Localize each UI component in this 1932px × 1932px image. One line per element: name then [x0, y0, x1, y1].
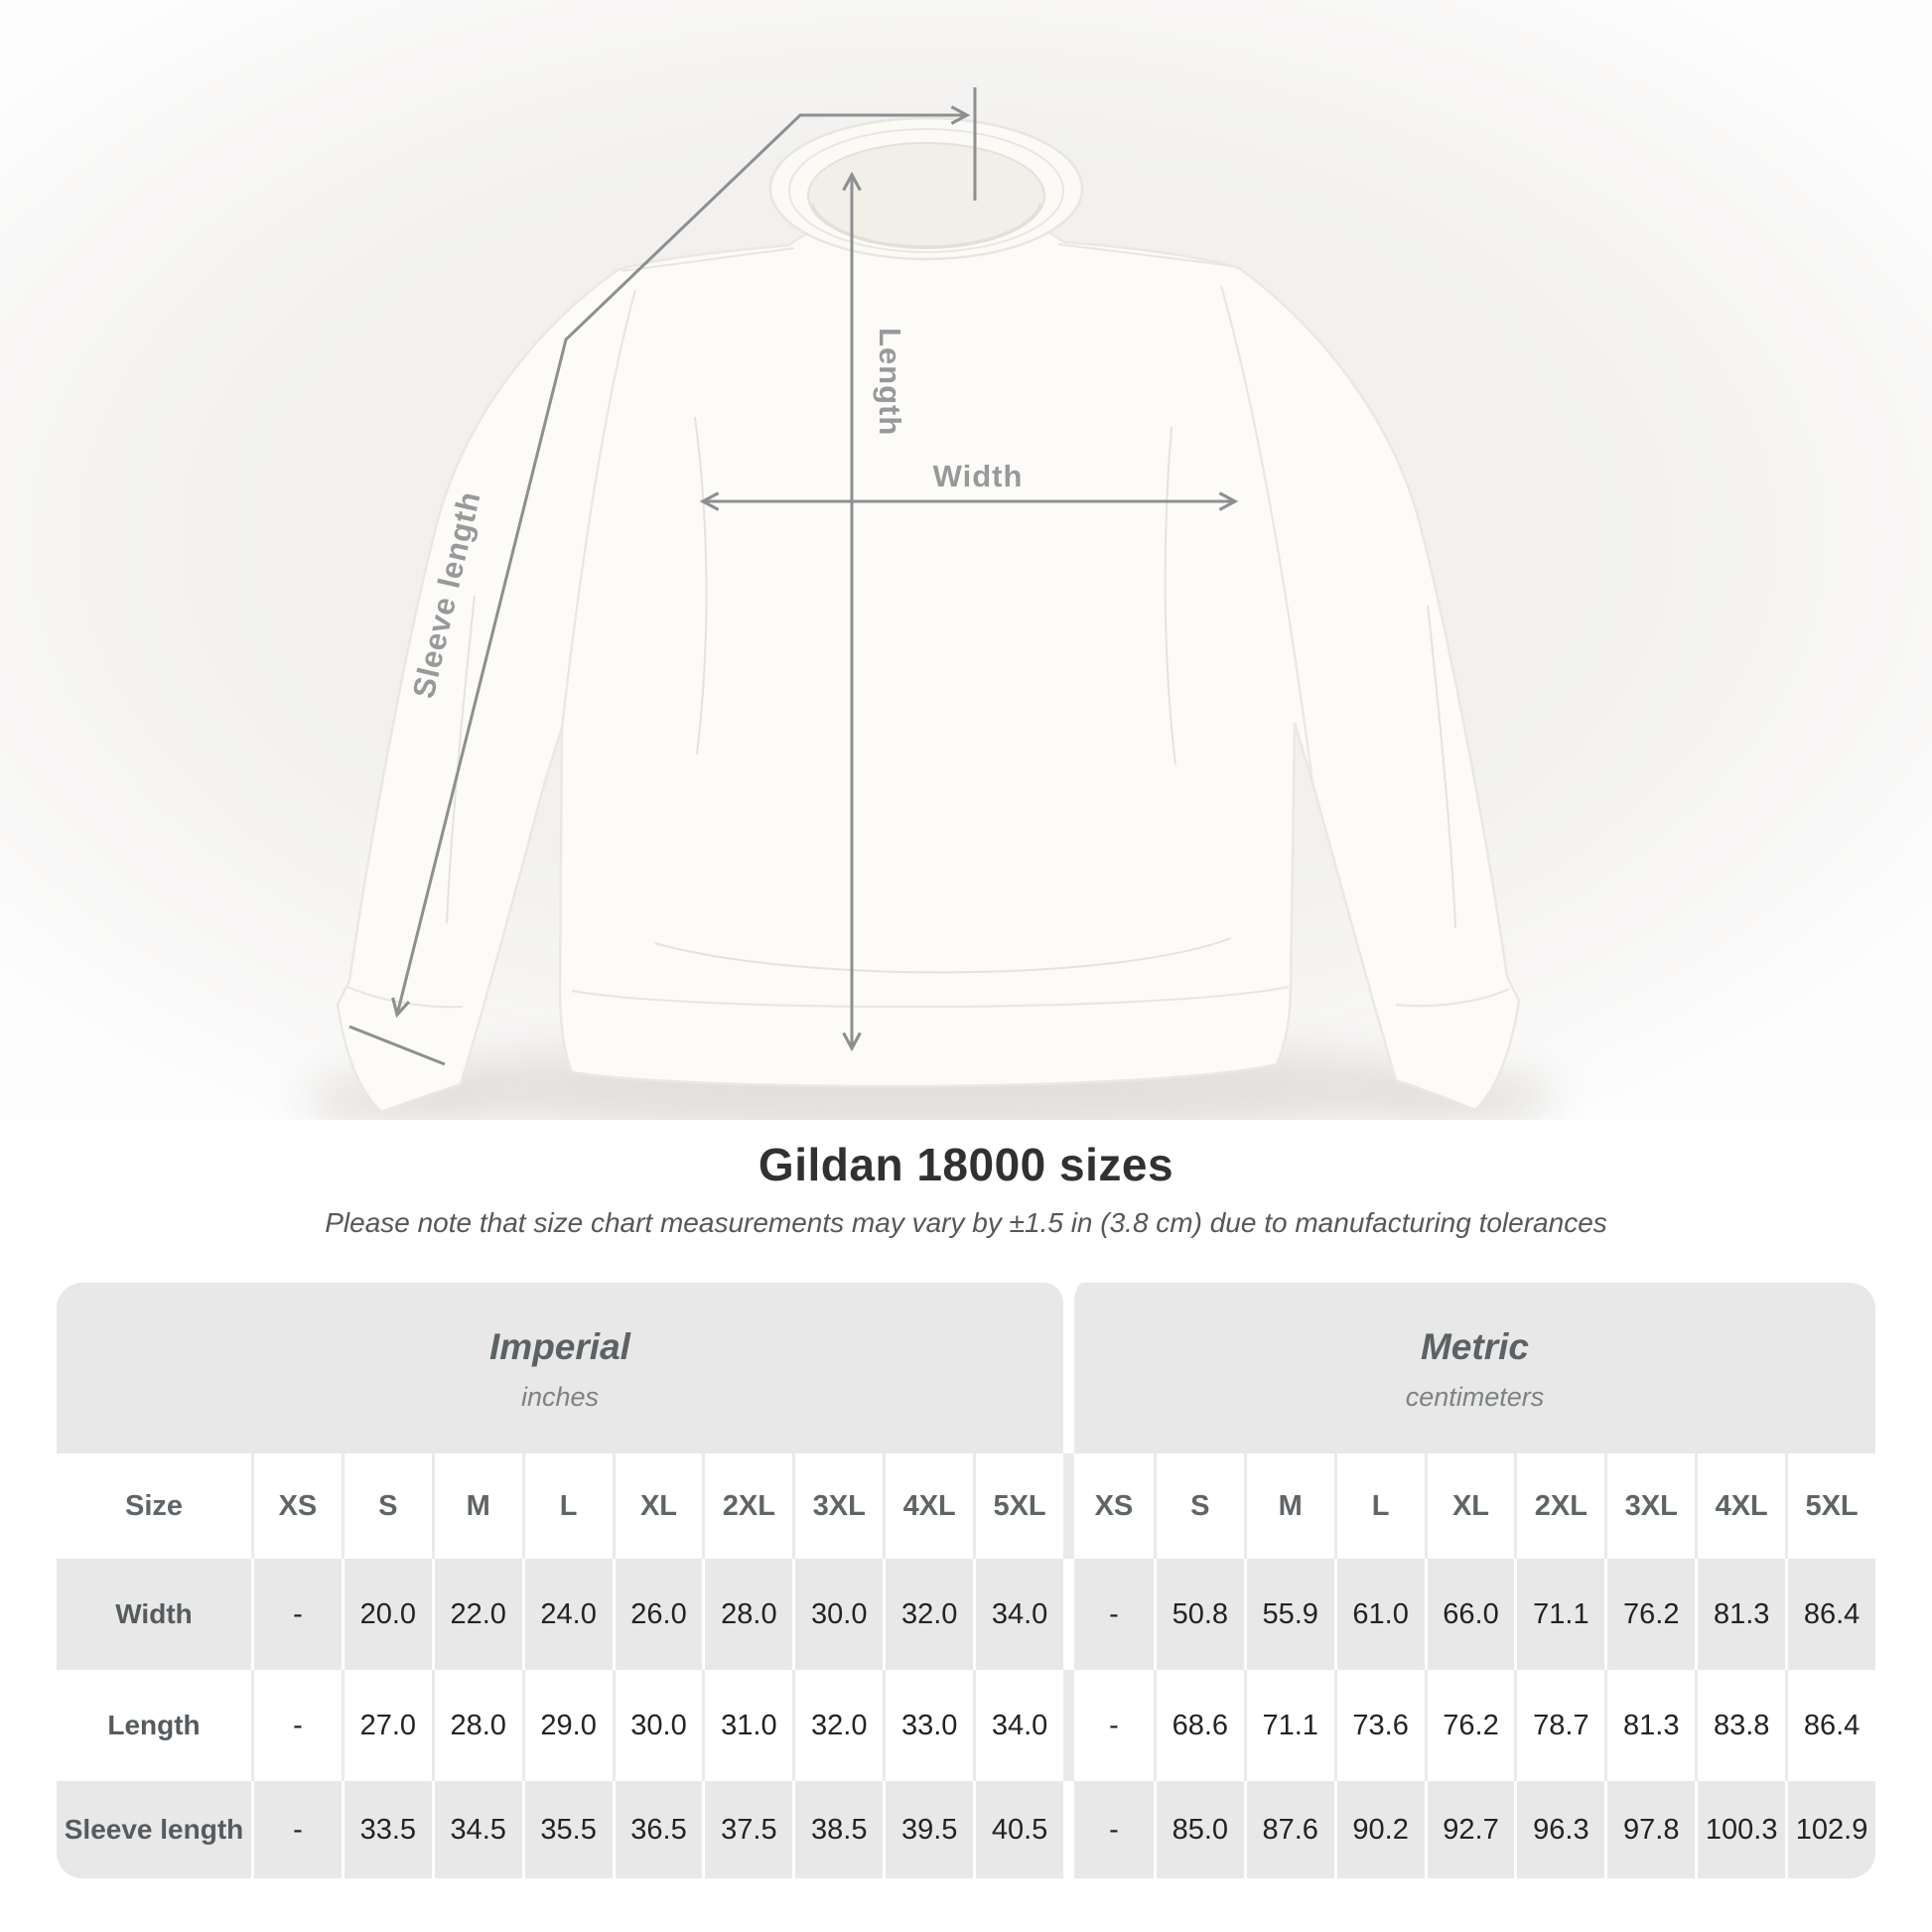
size-col-imperial: 2XL: [702, 1453, 793, 1559]
row-label-sleeve-length: Sleeve length: [57, 1781, 251, 1878]
length-imperial-l: 29.0: [521, 1670, 613, 1781]
width-imperial-2xl: 28.0: [702, 1559, 793, 1670]
size-col-metric: 3XL: [1604, 1453, 1696, 1559]
length-metric-l: 73.6: [1333, 1670, 1425, 1781]
width-imperial-5xl: 34.0: [973, 1559, 1063, 1670]
size-col-metric: M: [1243, 1453, 1334, 1559]
metric-label: Metric: [1420, 1326, 1529, 1367]
width-metric-m: 55.9: [1243, 1559, 1334, 1670]
width-metric-xs: -: [1062, 1559, 1154, 1670]
width-metric-5xl: 86.4: [1785, 1559, 1875, 1670]
size-col-imperial: M: [431, 1453, 522, 1559]
length-label: Length: [873, 328, 907, 436]
size-col-metric: 2XL: [1514, 1453, 1605, 1559]
width-metric-3xl: 76.2: [1604, 1559, 1696, 1670]
sleeve-imperial-s: 33.5: [341, 1781, 432, 1878]
sleeve-length-line: [391, 105, 971, 1019]
tolerance-note: Please note that size chart measurements…: [325, 1207, 1607, 1238]
metric-units: centimeters: [1405, 1382, 1545, 1412]
sleeve-imperial-2xl: 37.5: [702, 1781, 793, 1878]
width-imperial-xl: 26.0: [612, 1559, 703, 1670]
sleeve-imperial-l: 35.5: [521, 1781, 613, 1878]
sleeve-imperial-4xl: 39.5: [883, 1781, 974, 1878]
size-col-imperial: S: [341, 1453, 432, 1559]
sleeve-metric-xs: -: [1062, 1781, 1154, 1878]
width-imperial-4xl: 32.0: [883, 1559, 974, 1670]
sleeve-metric-5xl: 102.9: [1785, 1781, 1875, 1878]
size-col-metric: 5XL: [1785, 1453, 1875, 1559]
length-metric-xs: -: [1062, 1670, 1154, 1781]
size-col-imperial: 3XL: [792, 1453, 884, 1559]
size-col-metric: XS: [1062, 1453, 1154, 1559]
width-metric-s: 50.8: [1153, 1559, 1244, 1670]
length-imperial-s: 27.0: [341, 1670, 432, 1781]
length-imperial-2xl: 31.0: [702, 1670, 793, 1781]
row-label-width: Width: [57, 1559, 251, 1670]
measurement-lines: [348, 87, 1239, 1066]
size-col-imperial: 5XL: [973, 1453, 1063, 1559]
size-col-metric: 4XL: [1695, 1453, 1786, 1559]
width-metric-l: 61.0: [1333, 1559, 1425, 1670]
length-imperial-xl: 30.0: [612, 1670, 703, 1781]
size-col-imperial: XS: [251, 1453, 342, 1559]
sleeve-imperial-5xl: 40.5: [973, 1781, 1063, 1878]
width-imperial-xs: -: [251, 1559, 342, 1670]
length-metric-5xl: 86.4: [1785, 1670, 1875, 1781]
size-chart-grid: Imperial inches Metric centimeters Size …: [57, 1283, 1875, 1878]
length-metric-s: 68.6: [1153, 1670, 1244, 1781]
size-col-metric: S: [1153, 1453, 1244, 1559]
size-col-metric: L: [1333, 1453, 1425, 1559]
width-imperial-l: 24.0: [521, 1559, 613, 1670]
sleeve-imperial-3xl: 38.5: [792, 1781, 884, 1878]
width-imperial-s: 20.0: [341, 1559, 432, 1670]
size-chart: Imperial inches Metric centimeters Size …: [57, 1283, 1875, 1878]
width-metric-4xl: 81.3: [1695, 1559, 1786, 1670]
length-metric-2xl: 78.7: [1514, 1670, 1605, 1781]
length-imperial-5xl: 34.0: [973, 1670, 1063, 1781]
length-metric-xl: 76.2: [1424, 1670, 1515, 1781]
sleeve-metric-xl: 92.7: [1424, 1781, 1515, 1878]
size-col-imperial: L: [521, 1453, 613, 1559]
size-header: Size: [57, 1453, 251, 1559]
length-metric-m: 71.1: [1243, 1670, 1334, 1781]
imperial-units: inches: [520, 1382, 600, 1412]
sleeve-metric-4xl: 100.3: [1695, 1781, 1786, 1878]
sleeve-metric-m: 87.6: [1243, 1781, 1334, 1878]
imperial-band: Imperial inches: [57, 1283, 1063, 1453]
sleeve-imperial-m: 34.5: [431, 1781, 522, 1878]
sleeve-metric-2xl: 96.3: [1514, 1781, 1605, 1878]
sleeve-imperial-xl: 36.5: [612, 1781, 703, 1878]
length-imperial-4xl: 33.0: [883, 1670, 974, 1781]
sleeve-end-tick: [348, 1025, 446, 1066]
size-col-imperial: 4XL: [883, 1453, 974, 1559]
width-metric-xl: 66.0: [1424, 1559, 1515, 1670]
width-metric-2xl: 71.1: [1514, 1559, 1605, 1670]
length-metric-4xl: 83.8: [1695, 1670, 1786, 1781]
sleeve-metric-s: 85.0: [1153, 1781, 1244, 1878]
sleeve-imperial-xs: -: [251, 1781, 342, 1878]
size-col-metric: XL: [1424, 1453, 1515, 1559]
length-imperial-3xl: 32.0: [792, 1670, 884, 1781]
width-label: Width: [933, 459, 1024, 493]
metric-band: Metric centimeters: [1062, 1283, 1875, 1453]
imperial-label: Imperial: [489, 1326, 630, 1367]
row-label-length: Length: [57, 1670, 251, 1781]
width-imperial-m: 22.0: [431, 1559, 522, 1670]
length-imperial-xs: -: [251, 1670, 342, 1781]
sleeve-metric-l: 90.2: [1333, 1781, 1425, 1878]
sleeve-metric-3xl: 97.8: [1604, 1781, 1696, 1878]
width-imperial-3xl: 30.0: [792, 1559, 884, 1670]
length-metric-3xl: 81.3: [1604, 1670, 1696, 1781]
page-title: Gildan 18000 sizes: [758, 1139, 1174, 1190]
sweatshirt-diagram: Length Width Sleeve length: [0, 0, 1932, 1120]
size-col-imperial: XL: [612, 1453, 703, 1559]
product-photo: Length Width Sleeve length: [0, 0, 1932, 1120]
length-imperial-m: 28.0: [431, 1670, 522, 1781]
